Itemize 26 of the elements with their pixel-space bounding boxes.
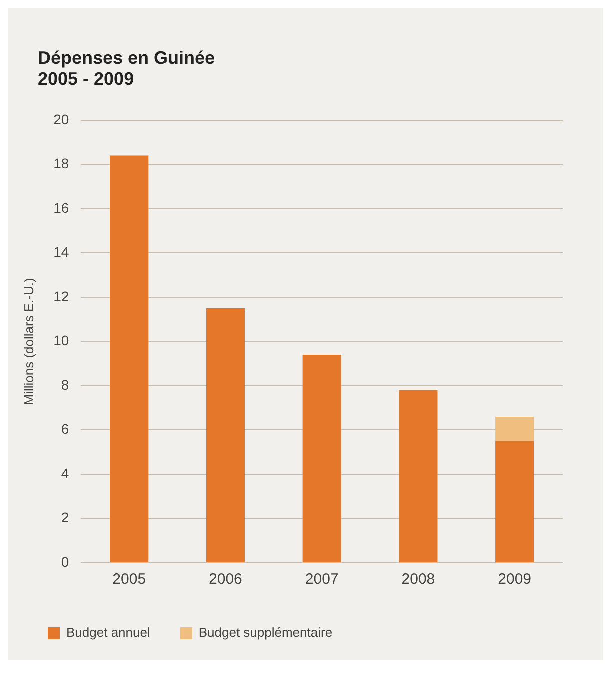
y-tick-label: 16 [54, 200, 70, 216]
chart-title: Dépenses en Guinée 2005 - 2009 [38, 48, 216, 90]
legend-label: Budget supplémentaire [198, 625, 333, 640]
bar [206, 308, 245, 562]
y-tick-label: 12 [54, 288, 70, 304]
bar [110, 156, 149, 562]
legend-label: Budget annuel [66, 625, 150, 640]
y-tick-label: 18 [54, 156, 70, 172]
y-tick-label: 14 [54, 244, 70, 260]
y-tick-label: 0 [61, 554, 70, 570]
bar [399, 390, 438, 562]
y-axis-title: Millions (dollars E.-U.) [21, 278, 36, 406]
y-tick-label: 4 [61, 465, 70, 482]
x-tick-label: 2009 [498, 571, 532, 588]
y-tick-label: 8 [61, 376, 70, 393]
x-tick-label: 2008 [402, 571, 436, 588]
y-tick-label: 2 [61, 510, 70, 526]
x-tick-label: 2005 [112, 571, 146, 588]
y-tick-label: 20 [54, 111, 70, 128]
y-tick-label: 10 [54, 332, 70, 349]
bar [496, 416, 534, 442]
x-tick-label: 2006 [209, 571, 242, 588]
y-tick-label: 6 [61, 421, 70, 438]
bar [496, 441, 534, 562]
bar [302, 354, 342, 562]
x-tick-label: 2007 [305, 571, 339, 588]
